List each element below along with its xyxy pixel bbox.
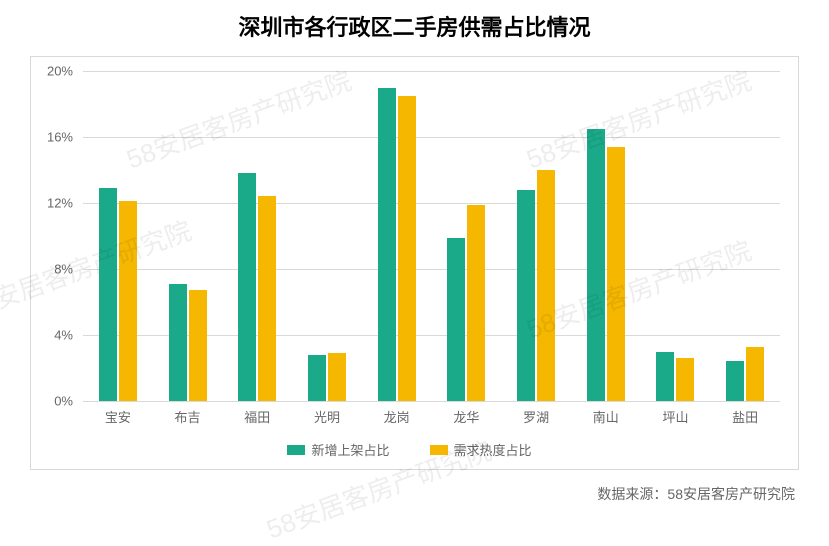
x-tick-label: 坪山 bbox=[641, 407, 711, 426]
legend-item: 新增上架占比 bbox=[287, 440, 389, 459]
bar bbox=[517, 190, 535, 401]
bar-group bbox=[587, 71, 625, 401]
legend-label: 需求热度占比 bbox=[454, 440, 532, 459]
bar bbox=[378, 88, 396, 402]
y-tick-label: 16% bbox=[47, 130, 73, 145]
bar bbox=[587, 129, 605, 401]
bar bbox=[119, 201, 137, 401]
bars-area bbox=[83, 71, 780, 401]
bar-group bbox=[447, 71, 485, 401]
x-tick-label: 光明 bbox=[292, 407, 362, 426]
bar-group bbox=[169, 71, 207, 401]
x-axis-labels: 宝安布吉福田光明龙岗龙华罗湖南山坪山盐田 bbox=[83, 407, 780, 426]
bar bbox=[238, 173, 256, 401]
x-tick-label: 罗湖 bbox=[501, 407, 571, 426]
y-tick-label: 20% bbox=[47, 64, 73, 79]
bar bbox=[169, 284, 187, 401]
bar-group bbox=[656, 71, 694, 401]
bar-group bbox=[238, 71, 276, 401]
legend-swatch bbox=[287, 445, 305, 455]
x-tick-label: 福田 bbox=[222, 407, 292, 426]
x-tick-label: 宝安 bbox=[83, 407, 153, 426]
x-tick-label: 龙华 bbox=[432, 407, 502, 426]
bar bbox=[537, 170, 555, 401]
data-source: 数据来源：58安居客房产研究院 bbox=[30, 484, 799, 504]
bar bbox=[308, 355, 326, 401]
bar bbox=[398, 96, 416, 401]
bar-group bbox=[726, 71, 764, 401]
bar bbox=[189, 290, 207, 401]
bar-group bbox=[308, 71, 346, 401]
x-tick-label: 南山 bbox=[571, 407, 641, 426]
x-tick-label: 龙岗 bbox=[362, 407, 432, 426]
bar bbox=[746, 347, 764, 401]
legend-item: 需求热度占比 bbox=[430, 440, 532, 459]
bar bbox=[726, 361, 744, 401]
legend-swatch bbox=[430, 445, 448, 455]
legend-label: 新增上架占比 bbox=[311, 440, 389, 459]
y-tick-label: 8% bbox=[54, 262, 73, 277]
bar bbox=[99, 188, 117, 401]
x-tick-label: 盐田 bbox=[710, 407, 780, 426]
y-tick-label: 12% bbox=[47, 196, 73, 211]
bar-group bbox=[517, 71, 555, 401]
bar bbox=[467, 205, 485, 401]
bar bbox=[447, 238, 465, 401]
bar bbox=[258, 196, 276, 401]
plot-area: 0%4%8%12%16%20% bbox=[39, 71, 780, 401]
bar-group bbox=[378, 71, 416, 401]
x-tick-label: 布吉 bbox=[153, 407, 223, 426]
bar-group bbox=[99, 71, 137, 401]
y-tick-label: 0% bbox=[54, 394, 73, 409]
bar bbox=[656, 352, 674, 402]
y-tick-label: 4% bbox=[54, 328, 73, 343]
gridline bbox=[83, 401, 780, 402]
bar bbox=[676, 358, 694, 401]
chart-container: 0% 4% 8% 12% 16% 20% 宝安布吉福田光明龙岗龙华罗湖南山坪山盐田 新增上… bbox=[30, 56, 799, 470]
chart-title: 深圳市各行政区二手房供需占比情况 bbox=[30, 10, 799, 42]
legend: 新增上架占比 需求热度占比 bbox=[39, 440, 780, 459]
bar bbox=[607, 147, 625, 401]
y-axis-labels: 0%4%8%12%16%20% bbox=[39, 71, 79, 401]
bar bbox=[328, 353, 346, 401]
